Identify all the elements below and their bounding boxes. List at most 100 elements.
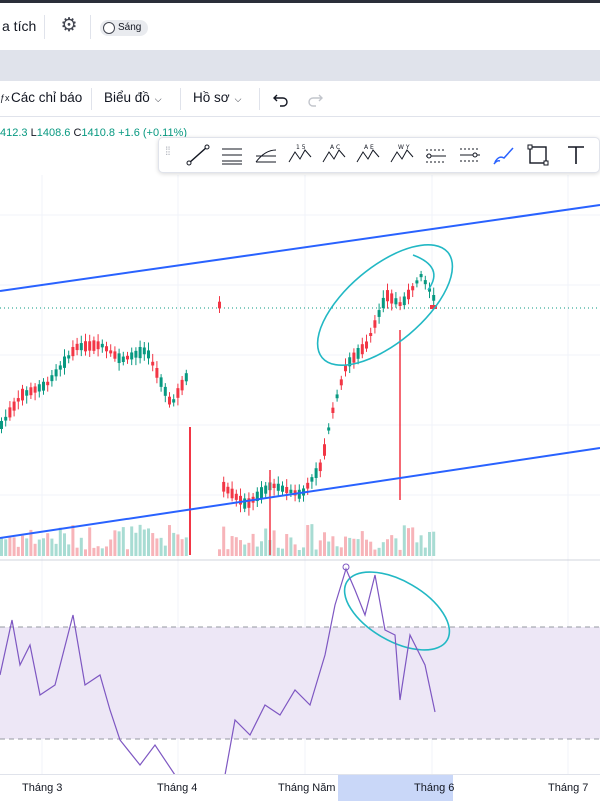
candle-body bbox=[348, 357, 352, 367]
undo-icon[interactable] bbox=[272, 91, 290, 107]
wxy-pattern-icon[interactable]: W Y bbox=[389, 142, 415, 168]
volume-bar bbox=[318, 540, 322, 556]
volume-bar bbox=[163, 545, 167, 556]
volume-bar bbox=[109, 539, 113, 556]
trend-line-icon[interactable] bbox=[185, 142, 211, 168]
indicators-button[interactable]: Các chỉ báo bbox=[11, 90, 83, 105]
fib-icon[interactable] bbox=[423, 142, 449, 168]
candle-body bbox=[377, 310, 381, 317]
candle-body bbox=[264, 485, 268, 494]
candle-body bbox=[155, 368, 159, 378]
candle-body bbox=[352, 352, 356, 363]
candle-body bbox=[147, 350, 150, 359]
candle-body bbox=[327, 427, 331, 431]
candle-body bbox=[402, 296, 406, 306]
toggle-knob bbox=[103, 22, 115, 34]
volume-bar bbox=[369, 541, 373, 556]
top-bar: a tích ⚙ Sáng bbox=[0, 0, 600, 50]
volume-bar bbox=[50, 538, 54, 556]
volume-bar bbox=[243, 544, 247, 556]
close-value: 1410.8 bbox=[81, 127, 116, 139]
volume-bar bbox=[71, 525, 75, 556]
abcd-pattern-icon[interactable]: A C bbox=[321, 142, 347, 168]
ae-pattern-icon[interactable]: A E bbox=[355, 142, 381, 168]
annotation-curve bbox=[412, 254, 435, 291]
volume-bar bbox=[390, 535, 394, 556]
candle-body bbox=[331, 407, 335, 413]
candle-body bbox=[67, 355, 71, 359]
candle-body bbox=[432, 295, 436, 301]
low-value: 1408.6 bbox=[36, 127, 71, 139]
candle-body bbox=[394, 298, 398, 305]
candle-body bbox=[176, 388, 180, 398]
volume-bar bbox=[37, 539, 41, 556]
candle-body bbox=[16, 398, 20, 402]
gear-icon[interactable]: ⚙ bbox=[60, 15, 78, 36]
volume-bar bbox=[159, 537, 163, 556]
pitchfork-icon[interactable] bbox=[253, 142, 279, 168]
fib-extension-icon[interactable] bbox=[457, 142, 483, 168]
indicators-icon[interactable]: ƒx bbox=[0, 93, 10, 103]
change-value: +1.6 (+0.11%) bbox=[118, 127, 188, 139]
rectangle-icon[interactable] bbox=[525, 142, 551, 168]
drag-handle-icon[interactable]: ⁞⁞ bbox=[165, 144, 171, 158]
volume-bar bbox=[239, 540, 242, 556]
parallel-channel-icon[interactable] bbox=[219, 142, 245, 168]
candle-body bbox=[428, 288, 431, 292]
candle-body bbox=[415, 280, 419, 284]
elliott-15-icon[interactable]: 1 5 bbox=[287, 142, 313, 168]
profile-button[interactable]: Hồ sơ ⌵ bbox=[193, 90, 241, 105]
candle-body bbox=[4, 416, 8, 421]
candle-body bbox=[407, 289, 410, 300]
text-icon[interactable] bbox=[563, 142, 589, 168]
volume-bar bbox=[172, 532, 176, 556]
time-label: Tháng 4 bbox=[157, 782, 198, 794]
elliott-15-label: 1 5 bbox=[296, 144, 306, 151]
candle-body bbox=[12, 401, 16, 411]
volume-bar bbox=[293, 544, 297, 556]
candle-body bbox=[281, 485, 284, 492]
volume-bar bbox=[168, 525, 171, 556]
volume-bar bbox=[16, 546, 20, 556]
candle-body bbox=[184, 373, 188, 382]
volume-bar bbox=[180, 539, 184, 556]
volume-bar bbox=[415, 542, 419, 556]
volume-bar bbox=[386, 539, 389, 556]
oscillator-band bbox=[0, 627, 600, 739]
volume-bar bbox=[113, 530, 117, 556]
price-chart[interactable] bbox=[0, 175, 600, 775]
chart-type-button[interactable]: Biểu đồ ⌵ bbox=[104, 90, 162, 105]
volume-bar bbox=[33, 543, 37, 556]
divider bbox=[91, 88, 92, 110]
volume-bar bbox=[151, 533, 155, 556]
candle-body bbox=[306, 482, 310, 489]
divider bbox=[90, 15, 91, 39]
time-axis[interactable]: Tháng 3 Tháng 4 Tháng Năm Tháng 6 Tháng … bbox=[0, 774, 600, 801]
theme-toggle[interactable]: Sáng bbox=[100, 20, 149, 36]
candle-body bbox=[105, 346, 108, 352]
chart-toolbar: ƒx Các chỉ báo Biểu đồ ⌵ Hồ sơ ⌵ bbox=[0, 81, 600, 117]
candle-body bbox=[386, 290, 389, 302]
candle-body bbox=[218, 301, 221, 309]
volume-bar bbox=[234, 537, 238, 556]
redo-icon[interactable] bbox=[306, 91, 324, 107]
candle-body bbox=[255, 491, 259, 502]
brush-icon[interactable] bbox=[491, 142, 517, 168]
candle-body bbox=[25, 390, 29, 396]
volume-bar bbox=[8, 537, 12, 556]
candle-body bbox=[33, 386, 37, 393]
candle-body bbox=[121, 356, 125, 362]
volume-bar bbox=[29, 529, 33, 556]
close-label: C bbox=[73, 127, 82, 139]
candle-body bbox=[239, 495, 242, 505]
candle-body bbox=[373, 320, 377, 328]
candle-body bbox=[285, 487, 289, 494]
candle-body bbox=[138, 346, 142, 359]
volume-bar bbox=[138, 524, 142, 556]
volume-bar bbox=[67, 544, 71, 556]
volume-bar bbox=[255, 546, 259, 556]
candle-body bbox=[109, 350, 113, 354]
volume-bar bbox=[352, 538, 356, 556]
annotation-ellipse-price bbox=[316, 243, 454, 367]
volume-bar bbox=[130, 526, 134, 556]
